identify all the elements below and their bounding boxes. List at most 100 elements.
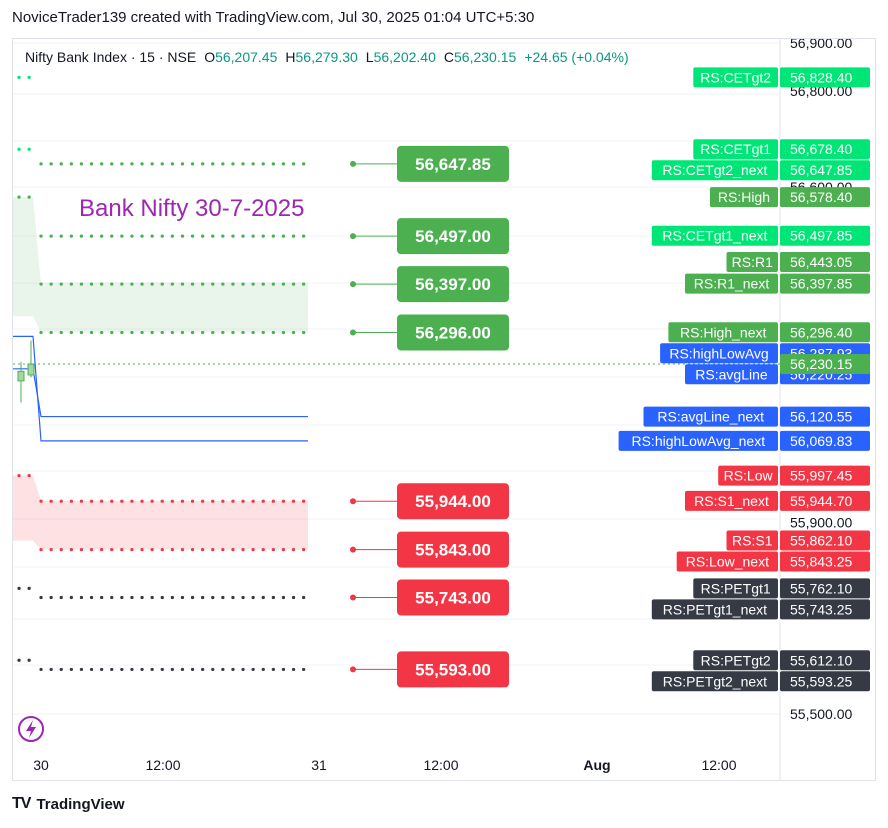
level-box-label-4: 55,944.00 [415,492,491,511]
avgline-line [13,368,308,418]
price-tick-3: 55,900.00 [790,514,852,530]
price-tick-4: 55,500.00 [790,706,852,722]
series-name-13: RS:S1_next [694,493,769,509]
time-tick-5: 12:00 [701,757,736,773]
series-value-badge-19 [780,671,870,692]
series-name-badge-19 [651,671,778,692]
series-name-2: RS:CETgt2_next [662,162,767,178]
series-value-badge-15 [780,551,870,572]
last-price-badge [780,354,870,375]
price-tick-0: 56,900.00 [790,39,852,51]
support-zone-fill [13,475,308,550]
series-name-badge-2 [651,160,778,181]
series-name-badge-1 [693,139,778,160]
resistance-zone-fill [13,197,308,333]
legend-symbol: Nifty Bank Index · 15 · NSE [25,49,196,65]
time-axis[interactable]: 30 12:00 31 12:00 Aug 12:00 [33,757,737,773]
legend-h-value: 56,279.30 [296,49,358,65]
level-dot-3 [350,329,356,336]
series-value-10: 56,120.55 [790,409,852,425]
series-name-9: RS:avgLine [695,366,768,382]
series-value-badge-14 [780,530,870,551]
series-name-18: RS:PETgt2 [701,652,771,668]
time-tick-3: 12:00 [423,757,458,773]
series-value-16: 55,762.10 [790,580,852,596]
legend-c-label: C [444,49,454,65]
series-value-17: 55,743.25 [790,601,852,617]
zone-fills [13,197,308,550]
series-value-7: 56,296.40 [790,324,852,340]
level-box-5 [397,531,509,568]
series-value-badge-2 [780,160,870,181]
chart-pane[interactable]: 56,647.85 56,497.00 56,397.00 56,296.00 55,9… [12,38,876,781]
level-box-label-0: 56,647.85 [415,155,491,174]
level-box-3 [397,314,509,351]
series-value-badge-6 [780,273,870,294]
chart-header: NoviceTrader139 created with TradingView… [12,9,535,26]
series-name-badge-14 [726,530,778,551]
level-box-4 [397,483,509,520]
series-name-badge-7 [668,322,778,343]
level-dot-1 [350,233,356,240]
series-value-19: 55,593.25 [790,673,852,689]
series-name-5: RS:R1 [732,254,773,270]
chart-annotation: Bank Nifty 30-7-2025 [79,195,304,222]
series-name-badge-4 [651,225,778,246]
legend-change: +24.65 (+0.04%) [524,49,628,65]
tradingview-logo-icon: TV [12,795,31,812]
time-tick-1: 12:00 [145,757,180,773]
chart-canvas[interactable]: 56,647.85 56,497.00 56,397.00 56,296.00 55,9… [13,39,875,780]
series-name-badge-0 [693,67,778,88]
series-name-badge-5 [726,252,778,273]
level-box-label-7: 55,593.00 [415,660,491,679]
tradingview-brand: TradingView [36,795,125,813]
series-value-badge-5 [780,252,870,273]
series-value-0: 56,828.40 [790,69,852,85]
series-value-badge-17 [780,599,870,620]
series-value-badge-18 [780,650,870,671]
level-box-7 [397,651,509,688]
series-name-badge-10 [643,406,778,427]
level-dot-6 [350,594,356,601]
level-dot-7 [350,666,356,673]
lightning-icon[interactable] [18,716,44,742]
series-value-13: 55,944.70 [790,493,852,509]
level-dot-4 [350,498,356,505]
level-dot-5 [350,546,356,553]
time-tick-4: Aug [583,757,610,773]
series-badges: RS:CETgt2 56,828.40 RS:CETgt1 56,678.40 RS:C… [618,67,870,692]
legend-o-value: 56,207.45 [215,49,277,65]
legend-l-label: L [366,49,374,65]
series-name-badge-16 [693,578,778,599]
series-value-3: 56,578.40 [790,189,852,205]
legend-c-value: 56,230.15 [454,49,516,65]
highlowavg-line [13,335,308,442]
level-box-0 [397,145,509,182]
level-box-2 [397,266,509,303]
series-name-badge-12 [718,465,778,486]
level-box-label-5: 55,843.00 [415,541,491,560]
series-value-badge-13 [780,490,870,511]
series-name-15: RS:Low_next [686,553,769,569]
legend-l-value: 56,202.40 [374,49,436,65]
time-tick-2: 31 [311,757,327,773]
series-value-badge-0 [780,67,870,88]
legend-h-label: H [285,49,295,65]
series-name-badge-8 [660,343,778,364]
last-price-label: 56,230.15 [790,356,852,372]
series-name-14: RS:S1 [732,532,773,548]
candle-body-1 [27,363,35,376]
series-value-12: 55,997.45 [790,468,852,484]
series-name-16: RS:PETgt1 [701,580,771,596]
series-value-14: 55,862.10 [790,532,852,548]
tradingview-logo[interactable]: TV TradingView [12,795,125,813]
series-name-badge-9 [685,364,778,385]
average-lines [13,335,780,442]
series-name-11: RS:highLowAvg_next [631,433,765,449]
series-value-badge-4 [780,225,870,246]
series-value-2: 56,647.85 [790,162,852,178]
series-name-8: RS:highLowAvg [669,345,768,361]
series-name-17: RS:PETgt1_next [663,601,767,617]
series-name-badge-6 [685,273,778,294]
series-value-5: 56,443.05 [790,254,852,270]
